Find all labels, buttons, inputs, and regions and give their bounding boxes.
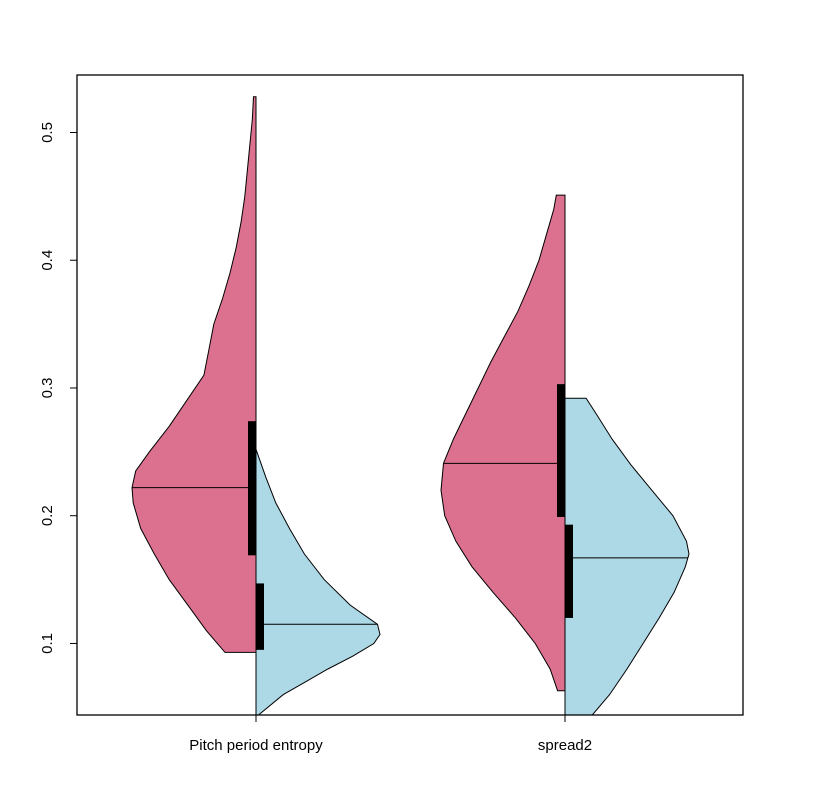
violin-left-pitch-period-entropy bbox=[131, 96, 257, 653]
y-tick-label: 0.1 bbox=[39, 633, 56, 654]
iqr-box-left-pitch-period-entropy bbox=[248, 421, 256, 556]
y-tick-label: 0.2 bbox=[39, 505, 56, 526]
violin-right-spread2 bbox=[564, 397, 690, 716]
violin-right-pitch-period-entropy bbox=[255, 449, 381, 716]
x-tick-label: Pitch period entropy bbox=[189, 737, 323, 754]
y-axis: 0.1 0.2 0.3 0.4 0.5 bbox=[39, 122, 77, 654]
y-tick-label: 0.3 bbox=[39, 378, 56, 399]
y-tick-label: 0.4 bbox=[39, 250, 56, 271]
plot-frame bbox=[76, 74, 744, 716]
x-tick-label: spread2 bbox=[538, 737, 592, 754]
violins-layer bbox=[131, 96, 690, 716]
violin-left-spread2 bbox=[440, 194, 566, 692]
x-axis: Pitch period entropy spread2 bbox=[189, 715, 592, 754]
y-tick-label: 0.5 bbox=[39, 122, 56, 143]
iqr-box-right-pitch-period-entropy bbox=[256, 583, 264, 650]
iqr-box-left-spread2 bbox=[557, 384, 565, 517]
iqr-box-right-spread2 bbox=[565, 524, 573, 618]
